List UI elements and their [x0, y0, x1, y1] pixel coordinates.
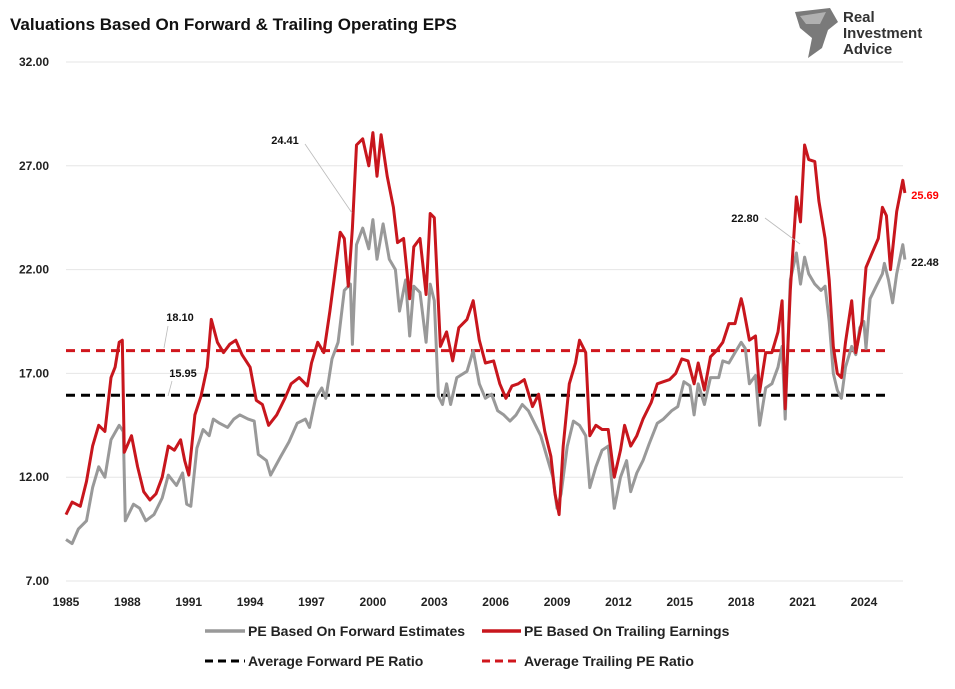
annotation-label: 22.80	[731, 213, 759, 225]
y-tick-label: 17.00	[19, 366, 49, 380]
trailing-pe-line	[64, 131, 907, 517]
logo-text-1: Real	[843, 9, 875, 26]
x-tick-label: 2003	[421, 595, 448, 609]
legend-label-forward: PE Based On Forward Estimates	[248, 623, 465, 639]
logo-text-2: Investment	[843, 25, 922, 42]
x-tick-label: 2012	[605, 595, 632, 609]
x-tick-label: 2015	[666, 595, 693, 609]
annotation-leader	[764, 217, 801, 245]
y-tick-label: 32.00	[19, 55, 49, 69]
logo: Real Investment Advice	[795, 8, 922, 58]
x-axis: 1985 1988 1991 1994 1997 2000 2003 2006 2009 2012…	[53, 595, 878, 609]
x-tick-label: 2000	[360, 595, 387, 609]
annotation-leader	[304, 143, 353, 214]
y-tick-label: 7.00	[26, 574, 50, 588]
y-tick-label: 22.00	[19, 263, 49, 277]
x-tick-label: 1988	[114, 595, 141, 609]
annotations: 24.41 18.10 15.95 22.80 25.69 22.48	[163, 135, 939, 397]
y-axis: 7.00 12.00 17.00 22.00 27.00 32.00	[19, 55, 49, 588]
annotation-label: 15.95	[169, 368, 197, 380]
x-tick-label: 2006	[482, 595, 509, 609]
annotation-leader	[167, 380, 173, 397]
chart-title: Valuations Based On Forward & Trailing O…	[10, 15, 457, 34]
annotation-label: 24.41	[271, 135, 299, 147]
legend: PE Based On Forward Estimates PE Based O…	[205, 623, 730, 669]
annotation-label: 25.69	[911, 190, 939, 202]
x-tick-label: 1994	[237, 595, 264, 609]
y-tick-label: 12.00	[19, 470, 49, 484]
annotation-leader	[163, 325, 169, 349]
logo-text-3: Advice	[843, 41, 892, 58]
x-tick-label: 2018	[728, 595, 755, 609]
x-tick-label: 1991	[175, 595, 202, 609]
x-tick-label: 2009	[544, 595, 571, 609]
series-lines	[64, 131, 907, 546]
forward-pe-line	[65, 218, 907, 546]
x-tick-label: 2021	[789, 595, 816, 609]
legend-label-avg-forward: Average Forward PE Ratio	[248, 653, 423, 669]
x-tick-label: 1997	[298, 595, 325, 609]
annotation-label: 18.10	[166, 312, 194, 324]
annotation-label: 22.48	[911, 257, 939, 269]
legend-label-avg-trailing: Average Trailing PE Ratio	[524, 653, 694, 669]
y-tick-label: 27.00	[19, 159, 49, 173]
x-tick-label: 2024	[851, 595, 878, 609]
x-tick-label: 1985	[53, 595, 80, 609]
legend-label-trailing: PE Based On Trailing Earnings	[524, 623, 730, 639]
